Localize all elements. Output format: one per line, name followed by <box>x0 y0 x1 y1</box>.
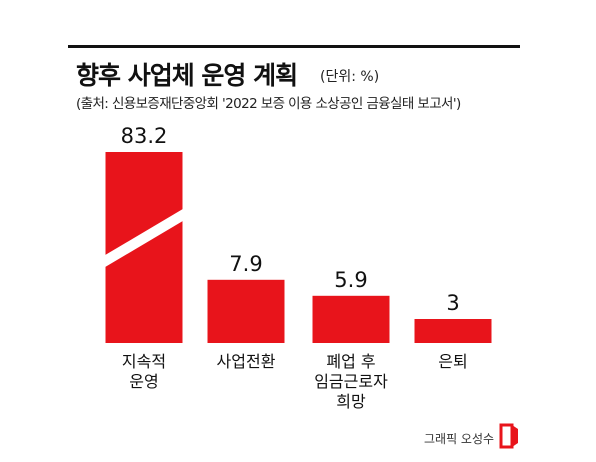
axis-break-mark <box>103 208 185 268</box>
category-label: 폐업 후 <box>326 352 375 371</box>
graphic-credit: 그래픽 오성수 <box>424 432 495 446</box>
title-rule <box>68 45 520 48</box>
unit-label: (단위: %) <box>320 69 380 85</box>
value-label: 3 <box>446 291 459 315</box>
bar <box>312 295 390 343</box>
bar <box>105 152 183 343</box>
category-label: 임금근로자 <box>314 372 388 391</box>
value-label: 5.9 <box>334 268 367 292</box>
category-label: 은퇴 <box>438 352 467 371</box>
newspaper-logo-icon <box>499 423 518 449</box>
category-label: 운영 <box>129 372 158 391</box>
value-label: 7.9 <box>229 252 262 276</box>
bar <box>414 319 492 343</box>
bar <box>207 279 285 343</box>
category-label: 희망 <box>336 392 366 411</box>
category-label: 지속적 <box>122 352 166 371</box>
value-label: 83.2 <box>121 124 168 148</box>
source-note: (출처: 신용보증재단중앙회 '2022 보증 이용 소상공인 금융실태 보고서… <box>76 96 461 112</box>
category-label: 사업전환 <box>217 352 276 371</box>
chart-title: 향후 사업체 운영 계획 <box>76 61 298 90</box>
